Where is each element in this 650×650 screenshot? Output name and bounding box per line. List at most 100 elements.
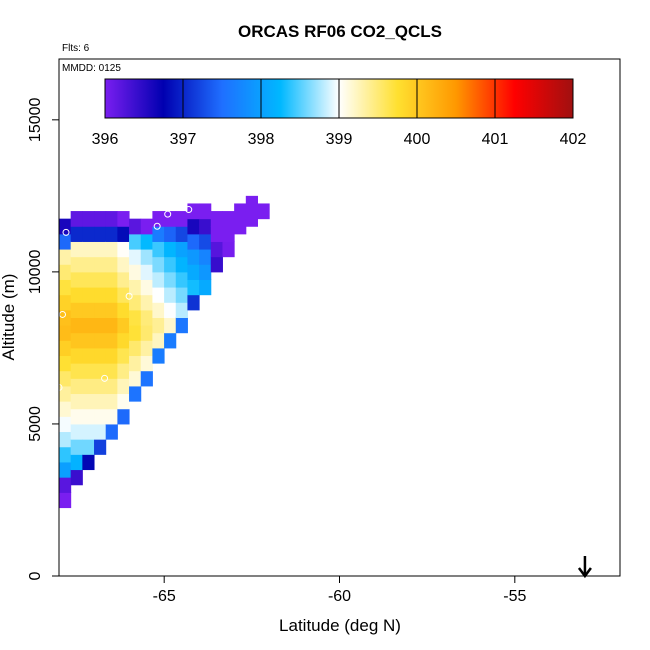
heatmap-cell (117, 302, 130, 318)
heatmap-cell (257, 203, 270, 220)
heatmap-cell (152, 226, 165, 242)
colorbar-tick-label: 401 (482, 131, 509, 148)
heatmap-cell (105, 363, 118, 379)
heatmap-cell (187, 249, 200, 265)
heatmap-cell (70, 454, 83, 471)
heatmap-cell (129, 309, 142, 326)
heatmap-cell (82, 454, 95, 471)
heatmap-cell (59, 340, 72, 357)
heatmap-cell (82, 363, 95, 379)
heatmap-cell (94, 271, 107, 288)
heatmap-cell (187, 203, 200, 220)
heatmap-cell (117, 393, 130, 410)
heatmap-cell (175, 317, 188, 334)
heatmap-cell (82, 332, 95, 349)
colorbar-tick-label: 399 (326, 131, 353, 148)
heatmap-cell (140, 325, 153, 341)
heatmap-cell (94, 408, 107, 425)
heatmap-cell (164, 332, 177, 349)
heatmap-cell (70, 226, 83, 242)
heatmap-cell (82, 393, 95, 410)
heatmap-cell (117, 211, 130, 227)
heatmap-cell (94, 317, 107, 334)
heatmap-cell (117, 287, 130, 303)
heatmap-cell (117, 317, 130, 334)
heatmap-cell (210, 241, 223, 258)
flight-point (59, 310, 67, 318)
heatmap-cell (129, 249, 142, 265)
heatmap-cell (222, 226, 235, 242)
heatmap-cell (105, 317, 118, 334)
heatmap-cell (94, 347, 107, 364)
heatmap-cell (140, 264, 153, 280)
heatmap-cell (82, 378, 95, 395)
heatmap-cell (70, 347, 83, 364)
colorbar-tick-label: 398 (248, 131, 275, 148)
heatmap-cell (94, 378, 107, 395)
heatmap-cell (164, 317, 177, 334)
heatmap-cell (140, 218, 153, 235)
heatmap-cell (199, 218, 212, 235)
heatmap-cell (187, 233, 200, 250)
heatmap-cell (117, 226, 130, 242)
heatmap-cell (59, 401, 72, 417)
flight-point (153, 222, 161, 230)
heatmap-cell (117, 332, 130, 349)
heatmap-cell (129, 370, 142, 387)
heatmap-cell (70, 271, 83, 288)
heatmap-cells (59, 195, 270, 509)
heatmap-cell (152, 347, 165, 364)
heatmap-cell (164, 256, 177, 273)
heatmap-cell (82, 317, 95, 334)
heatmap-cell (94, 211, 107, 227)
heatmap-cell (152, 256, 165, 273)
heatmap-cell (105, 226, 118, 242)
heatmap-cell (245, 211, 258, 227)
heatmap-cell (175, 211, 188, 227)
heatmap-cell (94, 423, 107, 440)
heatmap-cell (70, 378, 83, 395)
heatmap-cell (164, 211, 177, 227)
heatmap-cell (199, 233, 212, 250)
heatmap-cell (59, 249, 72, 265)
heatmap-cell (94, 302, 107, 318)
heatmap-cell (70, 211, 83, 227)
heatmap-cell (59, 477, 72, 493)
heatmap-cell (199, 279, 212, 296)
heatmap-cell (129, 340, 142, 357)
heatmap-cell (140, 309, 153, 326)
heatmap-cell (105, 378, 118, 395)
heatmap-cell (234, 203, 247, 220)
heatmap-cell (59, 446, 72, 463)
heatmap-cell (82, 287, 95, 303)
heatmap-cell (129, 294, 142, 311)
x-tick-label: -60 (328, 588, 351, 605)
heatmap-cell (105, 211, 118, 227)
heatmap-cell (140, 355, 153, 372)
heatmap-cell (59, 279, 72, 296)
heatmap-cell (164, 271, 177, 288)
heatmap-cell (70, 256, 83, 273)
heatmap-cell (105, 256, 118, 273)
heatmap-cell (175, 226, 188, 242)
heatmap-cell (94, 226, 107, 242)
heatmap-cell (59, 309, 72, 326)
x-tick-label: -55 (503, 588, 526, 605)
heatmap-cell (129, 279, 142, 296)
heatmap-cell (222, 211, 235, 227)
heatmap-cell (117, 408, 130, 425)
heatmap-cell (94, 332, 107, 349)
heatmap-cell (105, 408, 118, 425)
heatmap-cell (140, 340, 153, 357)
heatmap-cell (70, 393, 83, 410)
heatmap-cell (245, 195, 258, 212)
heatmap-cell (152, 287, 165, 303)
heatmap-cell (82, 271, 95, 288)
heatmap-cell (129, 385, 142, 402)
colorbar-tick-label: 400 (404, 131, 431, 148)
heatmap-cell (140, 279, 153, 296)
flight-point (185, 206, 193, 214)
y-axis-label: Altitude (m) (0, 274, 18, 361)
heatmap-cell (82, 241, 95, 258)
heatmap-cell (164, 287, 177, 303)
